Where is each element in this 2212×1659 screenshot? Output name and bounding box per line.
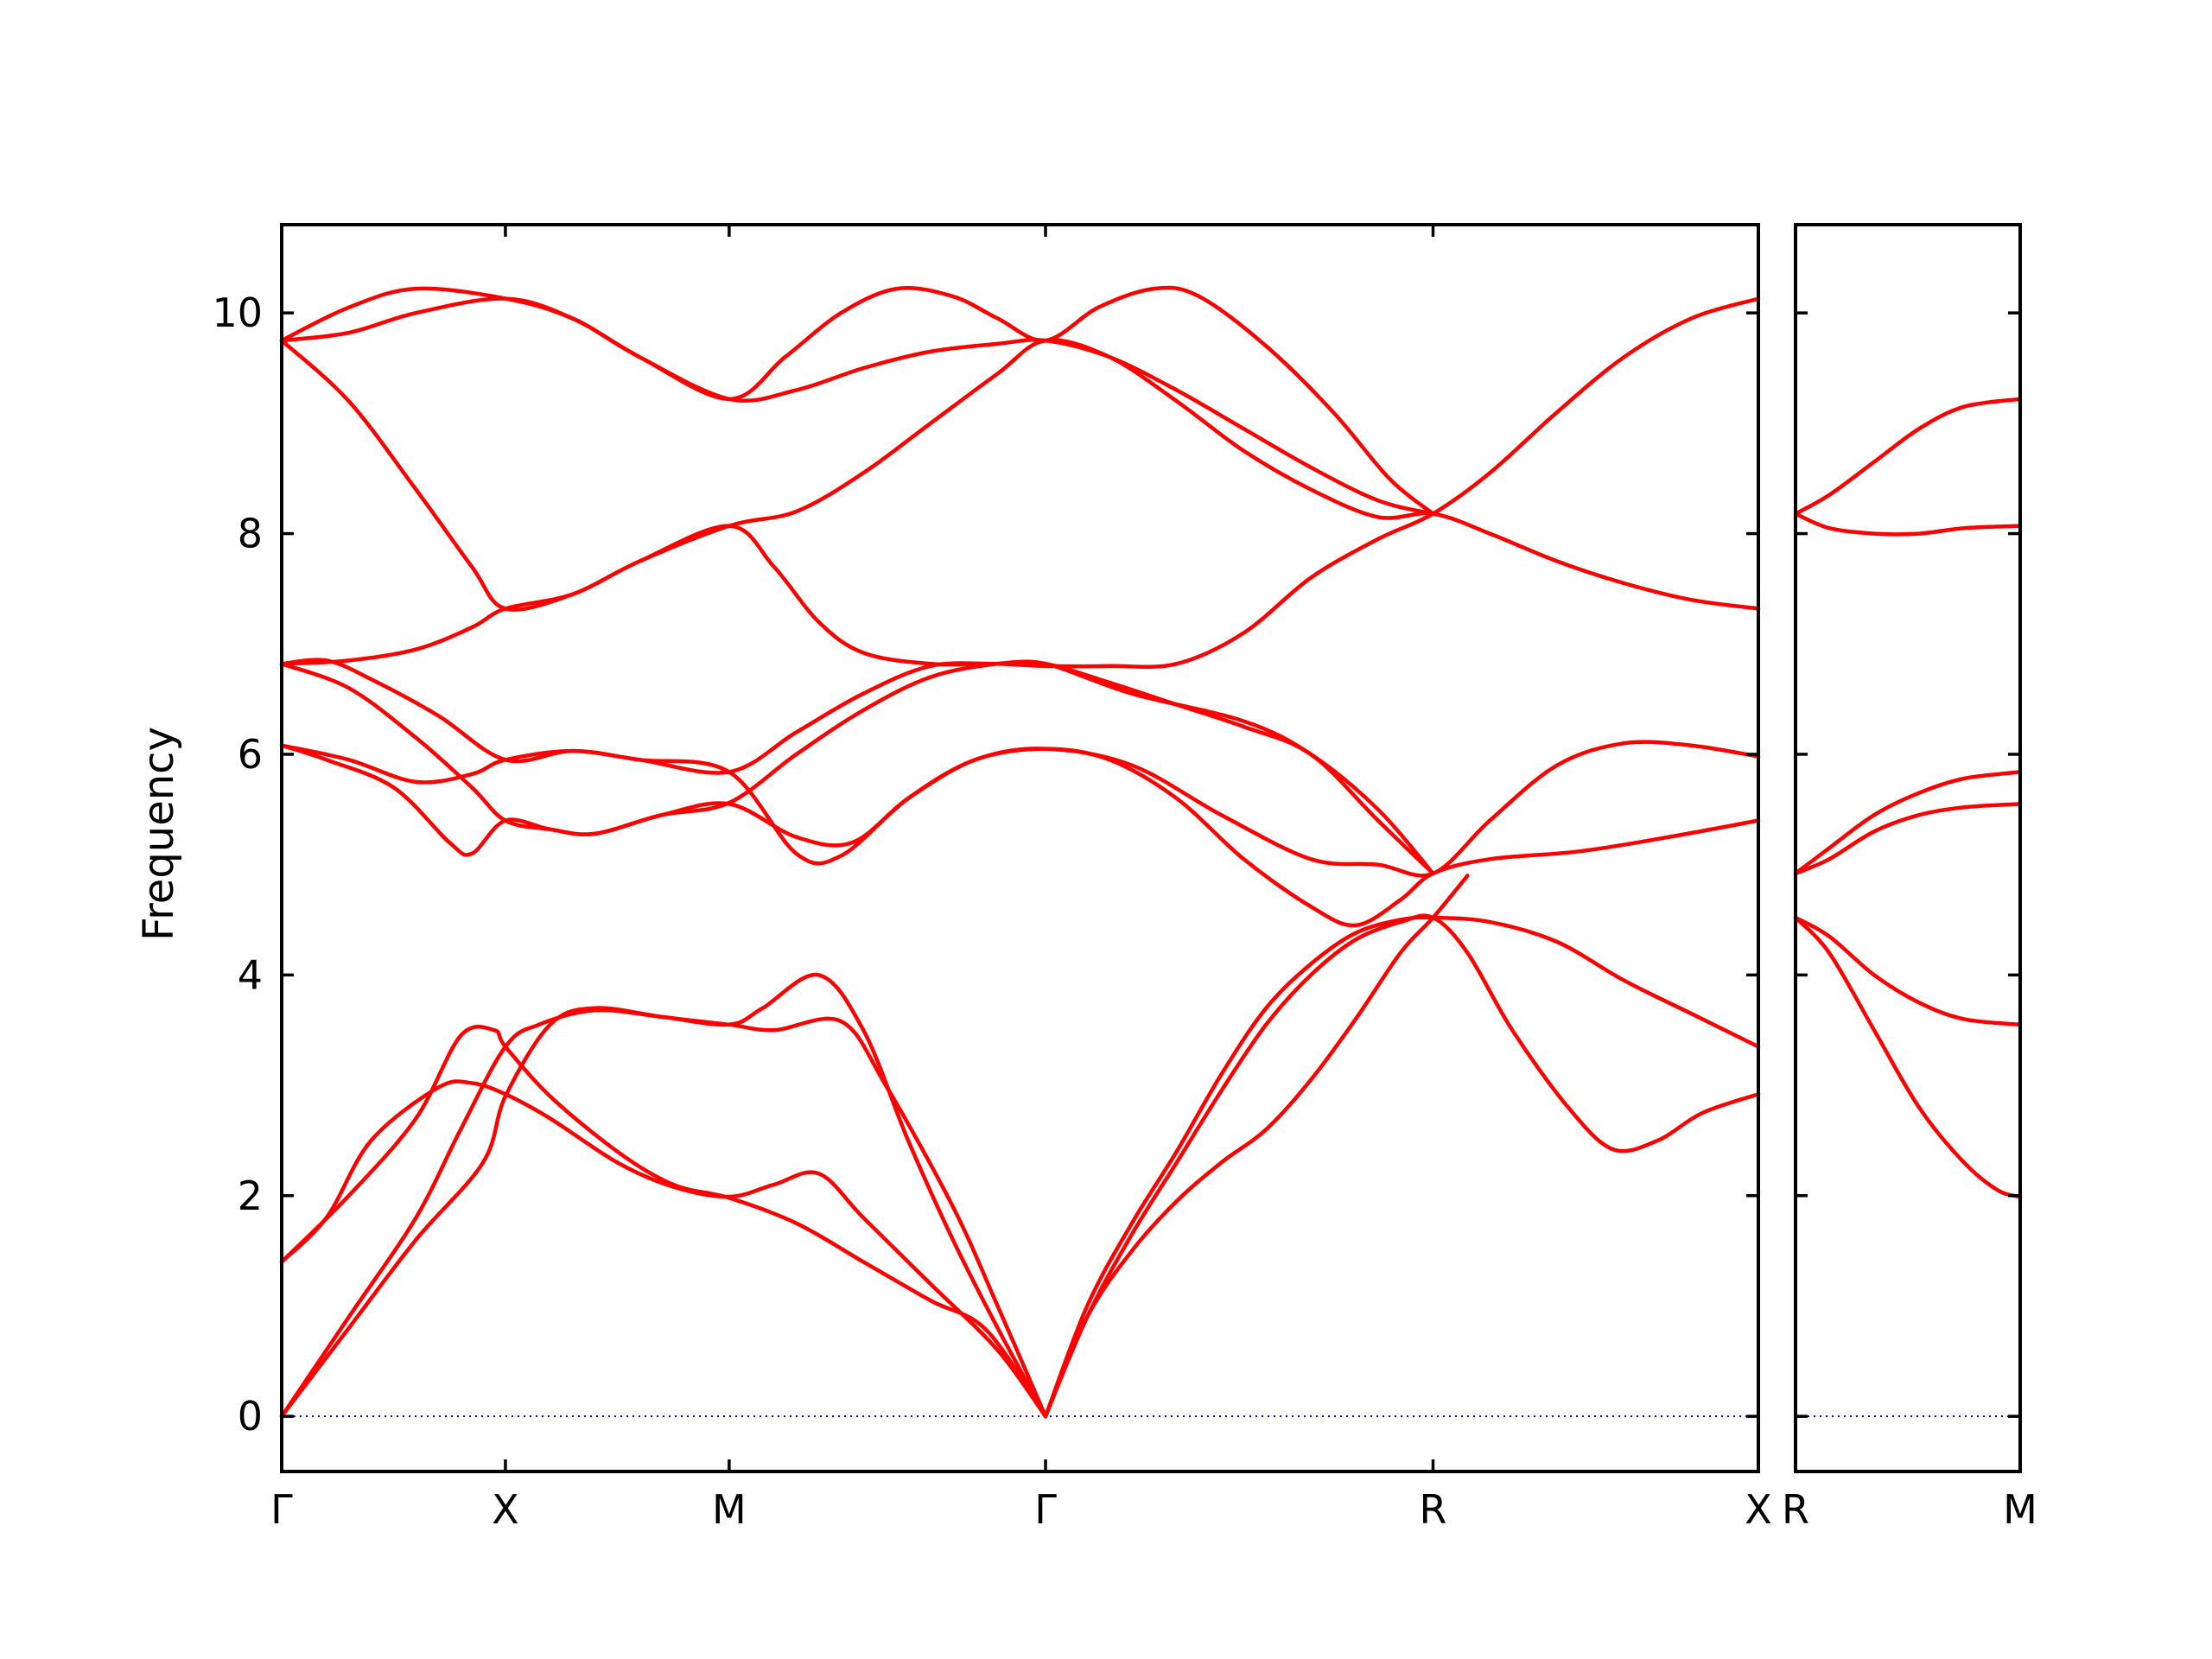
band-line-1-10 <box>279 658 1435 876</box>
x-tick-label: X <box>1745 1486 1772 1533</box>
x-tick-label: R <box>1420 1486 1447 1533</box>
band-line-1-5 <box>1043 915 1761 1419</box>
band-line-1-6 <box>1043 913 1761 1419</box>
band-line-1-2 <box>279 972 1048 1419</box>
band-line-1-14 <box>279 296 1435 516</box>
x-tick-label: Γ <box>270 1486 293 1533</box>
y-tick-label: 0 <box>238 1393 263 1440</box>
y-axis-label: Frequency <box>135 727 183 941</box>
band-line-2-2 <box>1793 915 2023 1027</box>
band-line-1-11 <box>279 659 1435 876</box>
band-line-1-4 <box>279 1024 1048 1419</box>
panel-frame-2 <box>1794 223 2022 1473</box>
band-line-2-3 <box>1793 802 2023 876</box>
y-tick-label: 10 <box>212 289 263 336</box>
x-tick-label: R <box>1782 1486 1809 1533</box>
band-line-2-5 <box>1793 512 2023 537</box>
y-tick-label: 8 <box>238 511 263 557</box>
band-line-2-4 <box>1793 770 2023 876</box>
x-tick-label: M <box>712 1486 747 1533</box>
y-tick-label: 4 <box>238 951 263 998</box>
band-line-1-13 <box>279 338 1761 612</box>
x-tick-label: X <box>492 1486 519 1533</box>
x-tick-label: Γ <box>1034 1486 1057 1533</box>
y-tick-label: 2 <box>238 1173 263 1219</box>
band-line-1-8 <box>279 743 1761 928</box>
panel-frame-1 <box>280 223 1760 1473</box>
y-tick-label: 6 <box>238 731 263 778</box>
band-line-1-7 <box>1043 874 1470 1419</box>
band-line-2-1 <box>1793 915 2023 1199</box>
band-line-1-1 <box>279 1006 1048 1419</box>
band-line-1-15 <box>279 285 1435 516</box>
band-line-1-3 <box>279 1079 1048 1419</box>
band-line-2-6 <box>1793 397 2023 516</box>
band-line-1-12 <box>279 296 1761 670</box>
x-tick-label: M <box>2003 1486 2037 1533</box>
